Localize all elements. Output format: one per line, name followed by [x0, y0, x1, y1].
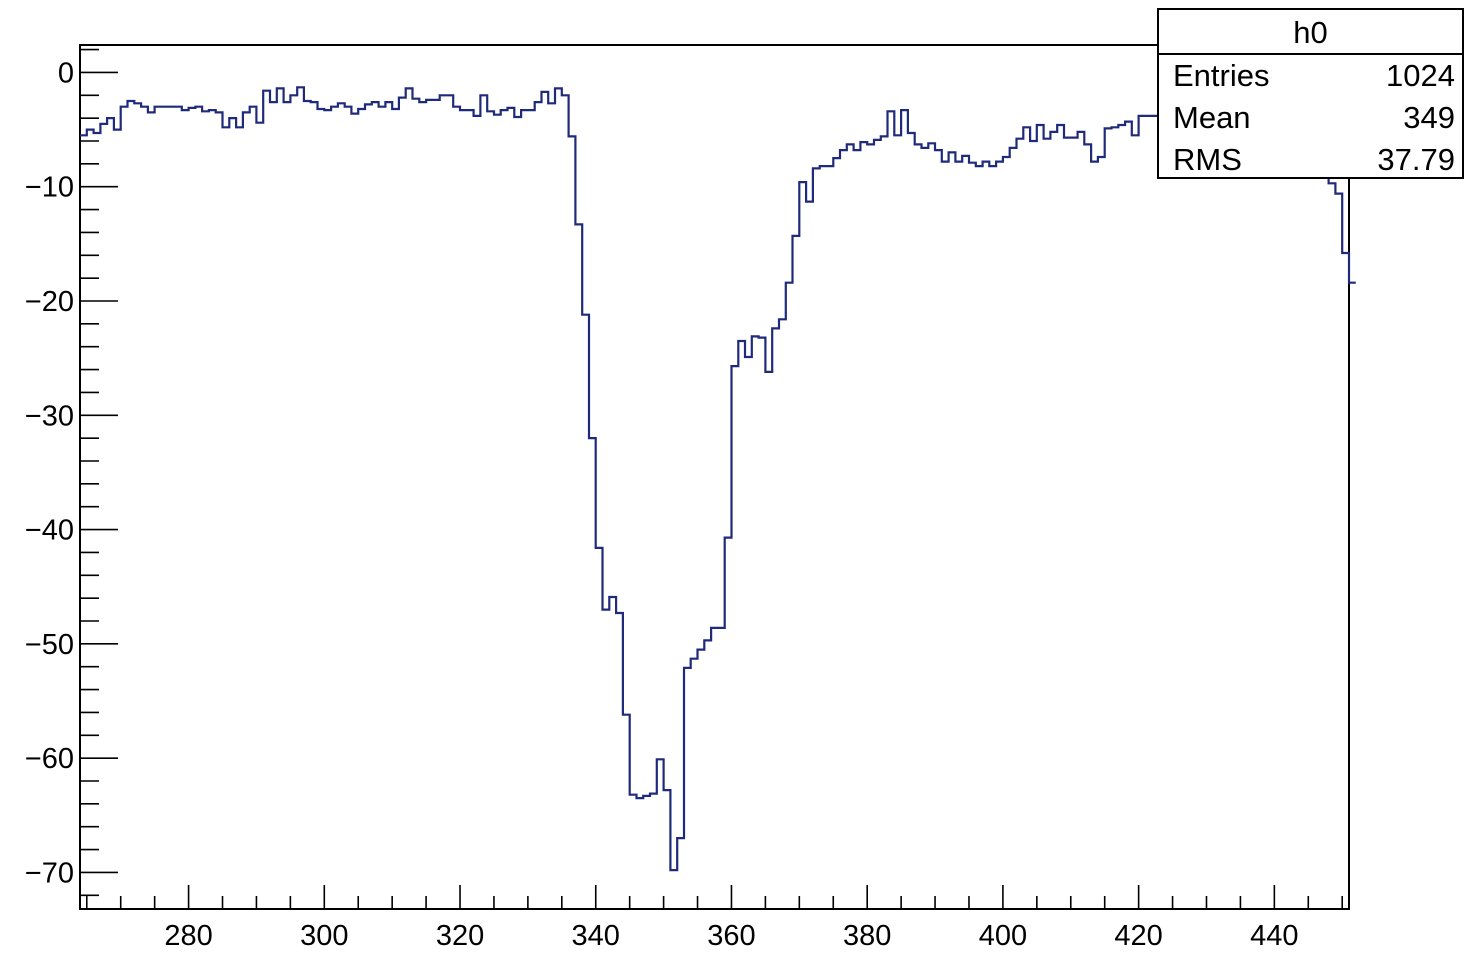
stats-row-mean: Mean 349: [1159, 97, 1462, 139]
y-tick-label: −30: [25, 400, 74, 432]
y-tick-label: −40: [25, 515, 74, 547]
stats-label-entries: Entries: [1173, 58, 1270, 93]
stats-value-entries: 1024: [1386, 58, 1455, 93]
stats-value-rms: 37.79: [1377, 142, 1455, 177]
x-tick-label: 420: [1114, 920, 1162, 952]
x-tick-label: 300: [300, 920, 348, 952]
stats-box: h0 Entries 1024 Mean 349 RMS 37.79: [1157, 8, 1464, 179]
stats-label-mean: Mean: [1173, 100, 1251, 135]
axis-ticks: [80, 48, 1344, 909]
histogram-series: [80, 86, 1356, 872]
x-tick-label: 360: [707, 920, 755, 952]
y-tick-label: −10: [25, 172, 74, 204]
tick-labels: 280 300 320 340 360 380 400 420 440 0 −10 −20 −30 −40…: [25, 57, 1299, 952]
x-tick-label: 320: [436, 920, 484, 952]
stats-row-entries: Entries 1024: [1159, 55, 1462, 97]
x-tick-label: 380: [843, 920, 891, 952]
y-tick-label: −70: [25, 857, 74, 889]
stats-label-rms: RMS: [1173, 142, 1242, 177]
x-tick-label: 440: [1250, 920, 1298, 952]
x-tick-label: 340: [572, 920, 620, 952]
y-tick-label: −60: [25, 743, 74, 775]
stats-title: h0: [1159, 10, 1462, 55]
y-tick-label: 0: [58, 57, 74, 89]
x-tick-label: 400: [979, 920, 1027, 952]
plot-frame: [79, 44, 1350, 910]
x-tick-label: 280: [164, 920, 212, 952]
stats-value-mean: 349: [1403, 100, 1455, 135]
y-tick-label: −20: [25, 286, 74, 318]
stats-row-rms: RMS 37.79: [1159, 139, 1462, 181]
y-tick-label: −50: [25, 629, 74, 661]
